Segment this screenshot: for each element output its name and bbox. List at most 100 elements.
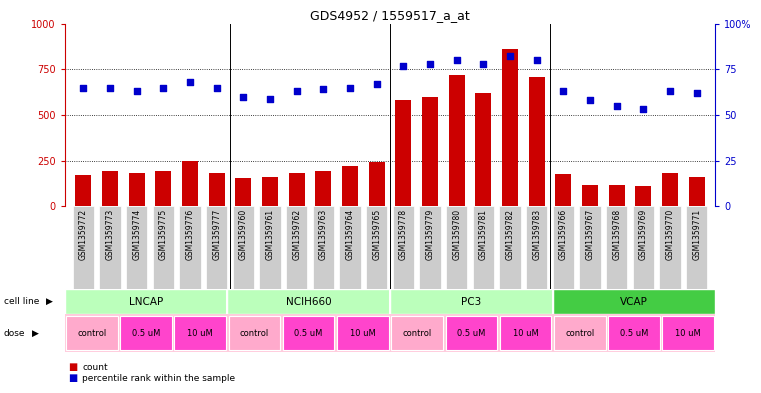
Text: 10 uM: 10 uM — [350, 329, 376, 338]
Point — [557, 88, 569, 94]
Text: GSM1359764: GSM1359764 — [345, 209, 355, 260]
Text: GSM1359772: GSM1359772 — [79, 209, 88, 260]
Text: 0.5 uM: 0.5 uM — [619, 329, 648, 338]
Bar — [209, 173, 224, 206]
Text: GSM1359773: GSM1359773 — [106, 209, 114, 260]
Bar — [337, 316, 389, 350]
Text: GSM1359761: GSM1359761 — [266, 209, 275, 260]
Bar — [260, 206, 281, 289]
Bar — [608, 316, 660, 350]
Bar — [476, 93, 492, 206]
Point — [184, 79, 196, 85]
Bar — [579, 206, 600, 289]
Bar — [446, 316, 497, 350]
Bar — [65, 289, 228, 314]
Bar — [120, 316, 172, 350]
Bar — [126, 206, 148, 289]
Bar — [552, 206, 574, 289]
Bar — [153, 206, 174, 289]
Bar — [529, 77, 545, 206]
Point — [104, 84, 116, 91]
Bar — [73, 206, 94, 289]
Text: GSM1359769: GSM1359769 — [638, 209, 648, 260]
Point — [158, 84, 170, 91]
Bar — [663, 316, 714, 350]
Point — [131, 88, 143, 94]
Text: 10 uM: 10 uM — [513, 329, 539, 338]
Text: 0.5 uM: 0.5 uM — [132, 329, 161, 338]
Text: GSM1359779: GSM1359779 — [425, 209, 435, 260]
Point — [610, 103, 622, 109]
Bar — [315, 171, 331, 206]
Bar — [390, 289, 552, 314]
Point — [584, 97, 596, 103]
Point — [477, 61, 489, 67]
Bar — [288, 173, 304, 206]
Bar — [396, 100, 412, 206]
Bar — [449, 75, 465, 206]
Text: percentile rank within the sample: percentile rank within the sample — [82, 374, 235, 382]
Text: ■: ■ — [68, 373, 78, 383]
Bar — [262, 177, 278, 206]
Text: GSM1359778: GSM1359778 — [399, 209, 408, 260]
Bar — [500, 316, 551, 350]
Text: GSM1359774: GSM1359774 — [132, 209, 142, 260]
Bar — [66, 316, 117, 350]
Text: 10 uM: 10 uM — [675, 329, 701, 338]
Text: GSM1359783: GSM1359783 — [532, 209, 541, 260]
Bar — [502, 49, 518, 206]
Text: ▶: ▶ — [46, 298, 53, 306]
Bar — [286, 206, 307, 289]
Text: GSM1359770: GSM1359770 — [666, 209, 674, 260]
Bar — [554, 316, 606, 350]
Bar — [339, 206, 361, 289]
Bar — [313, 206, 334, 289]
Bar — [129, 173, 145, 206]
Bar — [283, 316, 334, 350]
Bar — [635, 186, 651, 206]
Text: control: control — [403, 329, 431, 338]
Bar — [235, 178, 251, 206]
Point — [637, 107, 649, 113]
Text: GSM1359767: GSM1359767 — [585, 209, 594, 260]
Bar — [180, 206, 201, 289]
Text: NCIH660: NCIH660 — [286, 297, 332, 307]
Text: GSM1359777: GSM1359777 — [212, 209, 221, 260]
Text: GSM1359776: GSM1359776 — [186, 209, 195, 260]
Bar — [473, 206, 494, 289]
Text: control: control — [565, 329, 594, 338]
Text: 0.5 uM: 0.5 uM — [457, 329, 486, 338]
Bar — [391, 316, 443, 350]
Bar — [182, 161, 198, 206]
Bar — [556, 174, 572, 206]
Text: GSM1359762: GSM1359762 — [292, 209, 301, 260]
Bar — [659, 206, 680, 289]
Point — [397, 62, 409, 69]
Text: LNCAP: LNCAP — [129, 297, 163, 307]
Text: GSM1359760: GSM1359760 — [239, 209, 248, 260]
Point — [211, 84, 223, 91]
Bar — [233, 206, 254, 289]
Text: count: count — [82, 363, 108, 372]
Bar — [366, 206, 387, 289]
Text: control: control — [77, 329, 107, 338]
Point — [451, 57, 463, 63]
Bar — [582, 185, 598, 206]
Bar — [174, 316, 226, 350]
Text: ▶: ▶ — [32, 329, 39, 338]
Point — [291, 88, 303, 94]
Bar — [342, 166, 358, 206]
Point — [344, 84, 356, 91]
Bar — [229, 316, 280, 350]
Text: cell line: cell line — [4, 298, 39, 306]
Bar — [100, 206, 121, 289]
Text: GSM1359765: GSM1359765 — [372, 209, 381, 260]
Bar — [689, 177, 705, 206]
Text: GSM1359780: GSM1359780 — [452, 209, 461, 260]
Bar — [228, 289, 390, 314]
Bar — [499, 206, 521, 289]
Text: VCAP: VCAP — [620, 297, 648, 307]
Text: PC3: PC3 — [461, 297, 482, 307]
Bar — [368, 162, 384, 206]
Bar — [393, 206, 414, 289]
